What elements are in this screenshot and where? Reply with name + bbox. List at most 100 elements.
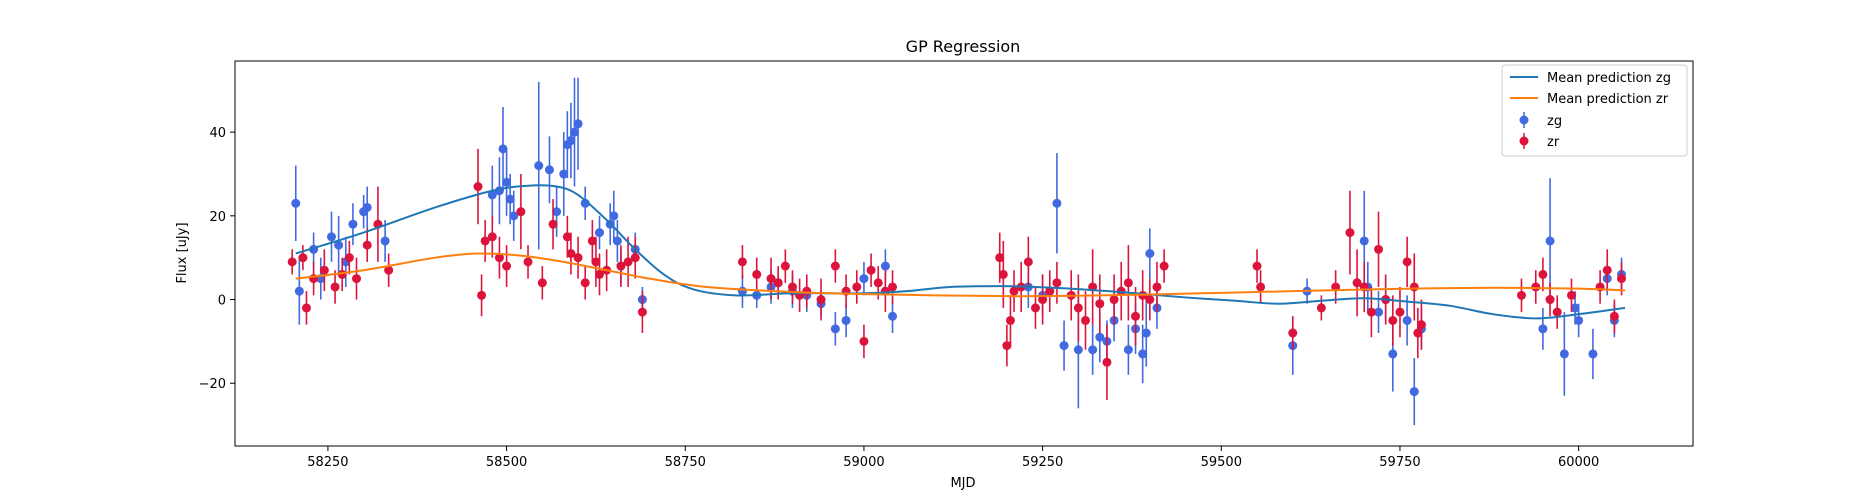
data-point-zr bbox=[1002, 341, 1012, 351]
data-point-zg bbox=[1402, 315, 1412, 325]
data-point-zr bbox=[1159, 261, 1169, 271]
data-point-zr bbox=[1602, 265, 1612, 275]
x-tick-label: 59000 bbox=[843, 455, 884, 470]
data-point-zr bbox=[1095, 299, 1105, 309]
data-point-zr bbox=[637, 307, 647, 317]
data-point-zr bbox=[1617, 274, 1627, 284]
data-point-zr bbox=[1516, 290, 1526, 300]
y-tick-label: 0 bbox=[218, 294, 226, 309]
data-point-zg bbox=[1574, 315, 1584, 325]
data-point-zg bbox=[1073, 345, 1083, 355]
data-point-zr bbox=[548, 219, 558, 229]
data-point-zr bbox=[477, 290, 487, 300]
data-point-zg bbox=[505, 194, 515, 204]
data-point-zg bbox=[294, 286, 304, 296]
x-tick-label: 59500 bbox=[1201, 455, 1242, 470]
data-point-zr bbox=[888, 282, 898, 292]
data-point-zg bbox=[534, 161, 544, 171]
data-point-zr bbox=[1316, 303, 1326, 313]
data-point-zr bbox=[1352, 278, 1362, 288]
data-point-zr bbox=[998, 269, 1008, 279]
data-point-zr bbox=[344, 253, 354, 263]
data-point-zg bbox=[1374, 307, 1384, 317]
plot-area bbox=[287, 77, 1627, 426]
data-point-zr bbox=[773, 278, 783, 288]
data-point-zr bbox=[319, 265, 329, 275]
data-point-zg bbox=[1145, 249, 1155, 258]
data-point-zg bbox=[1409, 387, 1419, 397]
data-point-zg bbox=[595, 228, 604, 238]
data-point-zr bbox=[1413, 328, 1423, 338]
data-point-zr bbox=[866, 265, 876, 275]
data-point-zg bbox=[1545, 236, 1555, 246]
data-point-zg bbox=[1123, 345, 1133, 355]
data-point-zg bbox=[544, 165, 554, 175]
data-point-zg bbox=[502, 177, 512, 187]
data-point-zr bbox=[1416, 320, 1426, 330]
data-point-zg bbox=[569, 127, 579, 137]
axes-frame bbox=[234, 60, 1694, 447]
data-point-zg bbox=[830, 324, 840, 334]
data-point-zr bbox=[301, 303, 311, 313]
data-point-zr bbox=[816, 295, 826, 305]
data-point-zr bbox=[623, 257, 633, 267]
data-point-zr bbox=[1038, 295, 1048, 305]
data-point-zr bbox=[995, 253, 1005, 263]
legend-marker-zg bbox=[1519, 115, 1529, 125]
data-point-zr bbox=[1538, 269, 1548, 279]
chart-title: GP Regression bbox=[906, 37, 1021, 56]
data-point-zr bbox=[780, 261, 790, 271]
data-point-zr bbox=[1609, 311, 1619, 321]
legend-label-zg: zg bbox=[1547, 114, 1562, 129]
data-point-zr bbox=[516, 207, 526, 217]
data-point-zr bbox=[1109, 295, 1119, 305]
data-point-zr bbox=[587, 236, 597, 246]
data-point-zr bbox=[494, 253, 504, 263]
data-point-zg bbox=[609, 211, 619, 221]
data-point-zr bbox=[1567, 290, 1576, 300]
x-tick-label: 59250 bbox=[1022, 455, 1063, 470]
data-point-zr bbox=[616, 261, 626, 271]
line-mean-prediction-zr bbox=[295, 252, 1626, 298]
data-point-zg bbox=[1141, 328, 1151, 338]
data-point-zg bbox=[334, 240, 344, 250]
data-point-zg bbox=[1359, 236, 1369, 246]
data-point-zg bbox=[1052, 198, 1062, 208]
data-point-zg bbox=[1388, 349, 1398, 359]
data-point-zr bbox=[566, 249, 576, 258]
data-point-zr bbox=[1023, 257, 1033, 267]
data-point-zr bbox=[1366, 307, 1376, 317]
data-point-zr bbox=[298, 253, 308, 263]
data-point-zr bbox=[1052, 278, 1062, 288]
data-point-zr bbox=[752, 269, 762, 279]
data-point-zr bbox=[480, 236, 490, 246]
data-point-zr bbox=[1395, 307, 1405, 317]
data-point-zr bbox=[537, 278, 547, 288]
data-point-zg bbox=[348, 219, 358, 229]
y-tick-label: 40 bbox=[209, 126, 226, 141]
data-point-zr bbox=[1123, 278, 1133, 288]
y-axis-label: Flux [uJy] bbox=[175, 222, 190, 283]
x-axis-label: MJD bbox=[950, 476, 975, 491]
data-point-zr bbox=[1131, 311, 1141, 321]
legend-label-mean-zr: Mean prediction zr bbox=[1547, 92, 1669, 107]
data-point-zr bbox=[330, 282, 340, 292]
data-point-zg bbox=[552, 207, 562, 217]
data-point-zr bbox=[1288, 328, 1298, 338]
data-point-zr bbox=[1045, 286, 1055, 296]
data-point-zr bbox=[1345, 228, 1355, 238]
data-point-zg bbox=[880, 261, 890, 271]
data-point-zg bbox=[612, 236, 622, 246]
data-point-zg bbox=[1559, 349, 1569, 359]
data-point-zr bbox=[1252, 261, 1262, 271]
data-point-zr bbox=[1081, 315, 1090, 325]
data-point-zg bbox=[326, 232, 336, 242]
data-point-zg bbox=[1588, 349, 1598, 359]
data-point-zr bbox=[487, 232, 497, 242]
data-point-zr bbox=[1005, 315, 1015, 325]
data-point-zg bbox=[566, 136, 576, 146]
y-tick-label: 20 bbox=[209, 210, 226, 225]
data-point-zr bbox=[362, 240, 372, 250]
data-point-zr bbox=[1531, 282, 1541, 292]
legend-marker-zr bbox=[1519, 136, 1529, 146]
